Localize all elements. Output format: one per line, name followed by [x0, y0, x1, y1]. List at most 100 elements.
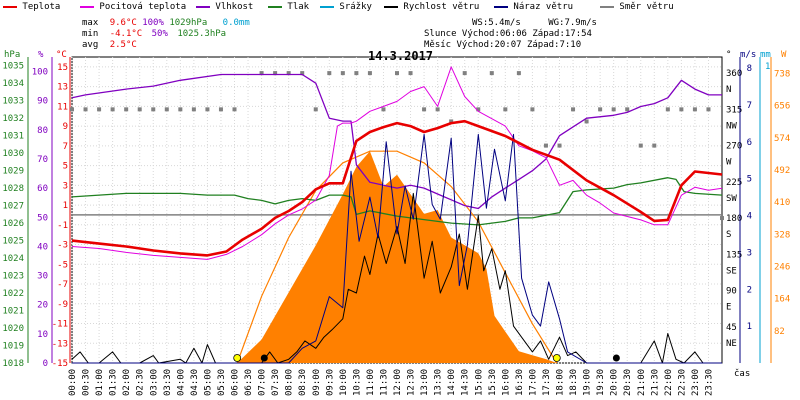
time-tick-19:00: 19:00 [583, 369, 593, 396]
dir-point-18 [327, 71, 332, 76]
dir-point-2 [97, 107, 102, 112]
avg-label: avg [82, 40, 99, 50]
dir-tick-SW: SW [726, 194, 737, 204]
temp-tick-5: 5 [63, 162, 68, 172]
unit-mm: mm [760, 50, 771, 60]
dir-tick-135: 135 [726, 250, 742, 260]
dir-point-31 [503, 107, 508, 112]
legend-hum-swatch [196, 5, 210, 8]
time-tick-22:00: 22:00 [664, 369, 674, 396]
unit-ms: m/s [740, 50, 757, 60]
temp-tick--7: -7 [57, 280, 68, 290]
time-tick-01:00: 01:00 [95, 369, 105, 396]
time-tick-17:00: 17:00 [528, 369, 538, 396]
dir-point-9 [191, 107, 196, 112]
hpa-tick-1030: 1030 [2, 149, 24, 159]
temp-tick--15: -15 [52, 359, 68, 369]
solar-tick-164: 164 [774, 295, 790, 305]
dir-tick-45: 45 [726, 323, 737, 333]
dir-tick-S: S [726, 230, 731, 240]
time-tick-23:00: 23:00 [691, 369, 701, 396]
dir-point-21 [367, 71, 372, 76]
hpa-tick-1028: 1028 [2, 184, 24, 194]
unit-pct: % [38, 50, 44, 60]
wind-info: WS:5.4m/s WG:7.9m/s [472, 18, 597, 28]
unit-hpa: hPa [4, 50, 21, 60]
moonrise-marker [612, 354, 620, 362]
dir-point-44 [679, 107, 684, 112]
dir-point-0 [70, 107, 74, 112]
time-tick-11:00: 11:00 [366, 369, 376, 396]
legend-rain-swatch [320, 5, 334, 8]
time-tick-18:30: 18:30 [569, 369, 579, 396]
dir-tick-NE: NE [726, 339, 737, 349]
legend-rain: Srážky [339, 2, 372, 12]
temp-tick--5: -5 [57, 260, 68, 270]
temp-tick--3: -3 [57, 241, 68, 251]
hpa-tick-1033: 1033 [2, 97, 24, 107]
ms-tick-1: 1 [747, 322, 752, 332]
max-hum: 100% [142, 18, 164, 28]
dir-tick-270: 270 [726, 142, 742, 152]
hpa-tick-1026: 1026 [2, 219, 24, 229]
time-tick-09:30: 09:30 [325, 369, 335, 396]
time-tick-08:30: 08:30 [298, 369, 308, 396]
time-tick-02:30: 02:30 [136, 369, 146, 396]
legend-gust-swatch [494, 5, 508, 8]
min-press: 1025.3hPa [177, 29, 227, 39]
dir-point-30 [489, 71, 494, 76]
time-tick-03:30: 03:30 [163, 369, 173, 396]
legend-feels: Pocitová teplota [99, 2, 187, 12]
solar-tick-82: 82 [774, 327, 785, 337]
dir-point-11 [218, 107, 223, 112]
dir-point-47 [720, 216, 724, 221]
temp-tick-13: 13 [57, 83, 68, 93]
dir-point-5 [137, 107, 142, 112]
feels-line [71, 66, 723, 260]
legend: Teplota [3, 2, 60, 12]
solar-tick-492: 492 [774, 166, 790, 176]
dir-point-23 [395, 71, 399, 76]
dir-point-13 [259, 71, 264, 76]
dir-point-29 [476, 107, 481, 112]
gust-line [72, 133, 722, 364]
pct-tick-70: 70 [37, 155, 48, 165]
time-tick-12:00: 12:00 [393, 369, 403, 396]
time-tick-13:00: 13:00 [420, 369, 430, 396]
dir-point-28 [462, 71, 467, 76]
time-tick-08:00: 08:00 [285, 369, 295, 396]
dir-point-3 [110, 107, 115, 112]
hpa-tick-1034: 1034 [2, 79, 24, 89]
dir-point-35 [557, 143, 562, 148]
max-label: max [82, 18, 99, 28]
stats-min: min -4.1°C 50% 1025.3hPa [82, 29, 226, 39]
stats-avg: avg 2.5°C [82, 40, 137, 50]
dir-tick-SE: SE [726, 266, 737, 276]
legend-wind-swatch [384, 5, 398, 8]
legend-press-swatch [268, 5, 282, 8]
dir-tick-90: 90 [726, 287, 737, 297]
dir-point-46 [706, 107, 711, 112]
pct-tick-100: 100 [32, 68, 48, 78]
hpa-tick-1032: 1032 [2, 114, 24, 124]
ms-tick-6: 6 [747, 138, 752, 148]
time-tick-16:30: 16:30 [515, 369, 525, 396]
time-tick-21:00: 21:00 [637, 369, 647, 396]
dir-tick-360: 360 [726, 69, 742, 79]
dir-point-14 [273, 71, 278, 76]
legend-hum: Vlhkost [215, 2, 254, 12]
ms-tick-5: 5 [747, 175, 752, 185]
time-tick-04:30: 04:30 [190, 369, 200, 396]
hpa-tick-1027: 1027 [2, 202, 24, 212]
dir-point-22 [381, 107, 386, 112]
pct-tick-40: 40 [37, 242, 48, 252]
dir-point-10 [205, 107, 210, 112]
temp-tick--13: -13 [52, 339, 68, 349]
hpa-tick-1021: 1021 [2, 307, 24, 317]
time-tick-07:30: 07:30 [271, 369, 281, 396]
time-tick-21:30: 21:30 [650, 369, 660, 396]
pct-tick-60: 60 [37, 184, 48, 194]
dir-tick-W: W [726, 158, 732, 168]
max-rain: 0.0mm [222, 18, 250, 28]
time-tick-16:00: 16:00 [501, 369, 511, 396]
